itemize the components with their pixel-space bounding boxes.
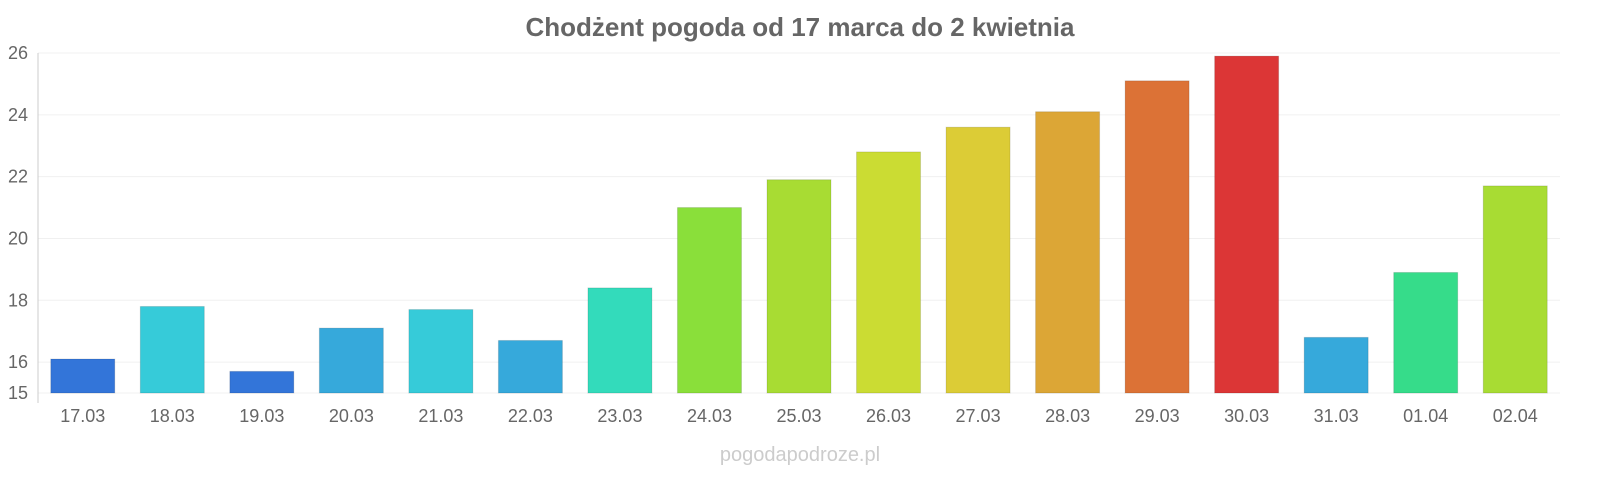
x-tick-label: 28.03 <box>1045 406 1090 426</box>
bar <box>139 305 205 394</box>
chart-title: Chodżent pogoda od 17 marca do 2 kwietni… <box>526 12 1076 42</box>
x-tick-label: 19.03 <box>239 406 284 426</box>
bar <box>50 358 116 394</box>
bar <box>1124 80 1190 394</box>
bars <box>50 55 1548 394</box>
x-tick-label: 31.03 <box>1314 406 1359 426</box>
x-tick-label: 20.03 <box>329 406 374 426</box>
x-tick-label: 30.03 <box>1224 406 1269 426</box>
bar <box>766 179 832 394</box>
x-tick-label: 23.03 <box>597 406 642 426</box>
x-tick-label: 01.04 <box>1403 406 1448 426</box>
x-tick-label: 29.03 <box>1135 406 1180 426</box>
x-tick-label: 17.03 <box>60 406 105 426</box>
y-tick-label: 26 <box>8 43 28 63</box>
x-tick-label: 24.03 <box>687 406 732 426</box>
bar <box>1035 111 1101 394</box>
bar <box>1303 336 1369 394</box>
bar <box>676 207 742 394</box>
bar <box>1393 271 1459 394</box>
x-tick-label: 21.03 <box>418 406 463 426</box>
bar <box>587 287 653 394</box>
credit-text: pogodapodroze.pl <box>720 444 880 466</box>
bar <box>229 370 295 394</box>
x-tick-label: 22.03 <box>508 406 553 426</box>
x-tick-label: 25.03 <box>776 406 821 426</box>
bar <box>408 309 474 394</box>
y-tick-label: 15 <box>8 383 28 403</box>
x-tick-label: 18.03 <box>150 406 195 426</box>
x-axis: 17.03 18.03 19.03 20.03 21.03 22.03 23.03 24.03… <box>60 406 1538 426</box>
bar <box>856 151 922 394</box>
bar <box>1214 55 1280 394</box>
y-axis: 15 16 18 20 22 24 26 <box>8 43 28 403</box>
bar <box>945 126 1011 394</box>
y-tick-label: 16 <box>8 352 28 372</box>
bar <box>318 327 384 394</box>
bar <box>1482 185 1548 394</box>
x-tick-label: 02.04 <box>1493 406 1538 426</box>
y-tick-label: 20 <box>8 228 28 248</box>
y-tick-label: 24 <box>8 105 28 125</box>
y-tick-label: 22 <box>8 167 28 187</box>
y-tick-label: 18 <box>8 290 28 310</box>
bar <box>497 339 563 394</box>
x-tick-label: 26.03 <box>866 406 911 426</box>
x-tick-label: 27.03 <box>956 406 1001 426</box>
